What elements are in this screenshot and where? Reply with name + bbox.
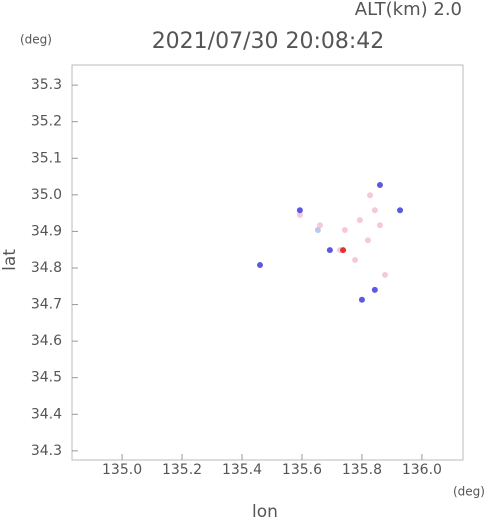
echo-point	[397, 207, 404, 214]
altitude-label: ALT(km) 2.0	[355, 0, 462, 20]
y-tick-label: 35.2	[31, 114, 62, 130]
x-tick-label: 135.0	[102, 462, 142, 478]
echo-point	[371, 207, 378, 214]
echo-point	[356, 217, 363, 224]
x-axis-label: lon	[252, 502, 278, 521]
echo-point	[296, 207, 303, 214]
echo-point	[367, 192, 374, 199]
y-tick-label: 35.0	[31, 187, 62, 203]
y-tick-label: 34.3	[31, 443, 62, 459]
y-tick-label: 34.6	[31, 333, 62, 349]
y-tick-label: 34.4	[31, 406, 62, 422]
y-axis-label: lat	[0, 249, 20, 271]
echo-point	[358, 296, 365, 303]
y-tick-label: 34.7	[31, 297, 62, 313]
echo-point	[371, 286, 378, 293]
echo-point	[376, 222, 383, 229]
echo-point	[376, 181, 383, 188]
y-tick-label: 34.5	[31, 370, 62, 386]
y-tick-label: 34.9	[31, 223, 62, 239]
x-tick-label: 135.2	[162, 462, 202, 478]
x-tick-label: 135.8	[342, 462, 382, 478]
echo-point	[341, 226, 348, 233]
echo-point	[364, 237, 371, 244]
chart-title: 2021/07/30 20:08:42	[152, 29, 385, 54]
x-unit: (deg)	[453, 485, 485, 499]
y-tick-label: 35.3	[31, 77, 62, 93]
x-tick-label: 135.6	[282, 462, 322, 478]
echo-point	[340, 247, 347, 254]
echo-point	[257, 262, 264, 269]
echo-point	[326, 247, 333, 254]
y-tick-label: 35.1	[31, 150, 62, 166]
x-tick-label: 136.0	[402, 462, 442, 478]
echo-point	[314, 226, 321, 233]
echo-point	[316, 222, 323, 229]
plot-frame	[71, 64, 464, 461]
x-tick-label: 135.4	[222, 462, 262, 478]
y-unit: (deg)	[20, 33, 52, 47]
echo-point	[296, 211, 303, 218]
y-tick-label: 34.8	[31, 260, 62, 276]
echo-point	[352, 256, 359, 263]
echo-point	[382, 271, 389, 278]
